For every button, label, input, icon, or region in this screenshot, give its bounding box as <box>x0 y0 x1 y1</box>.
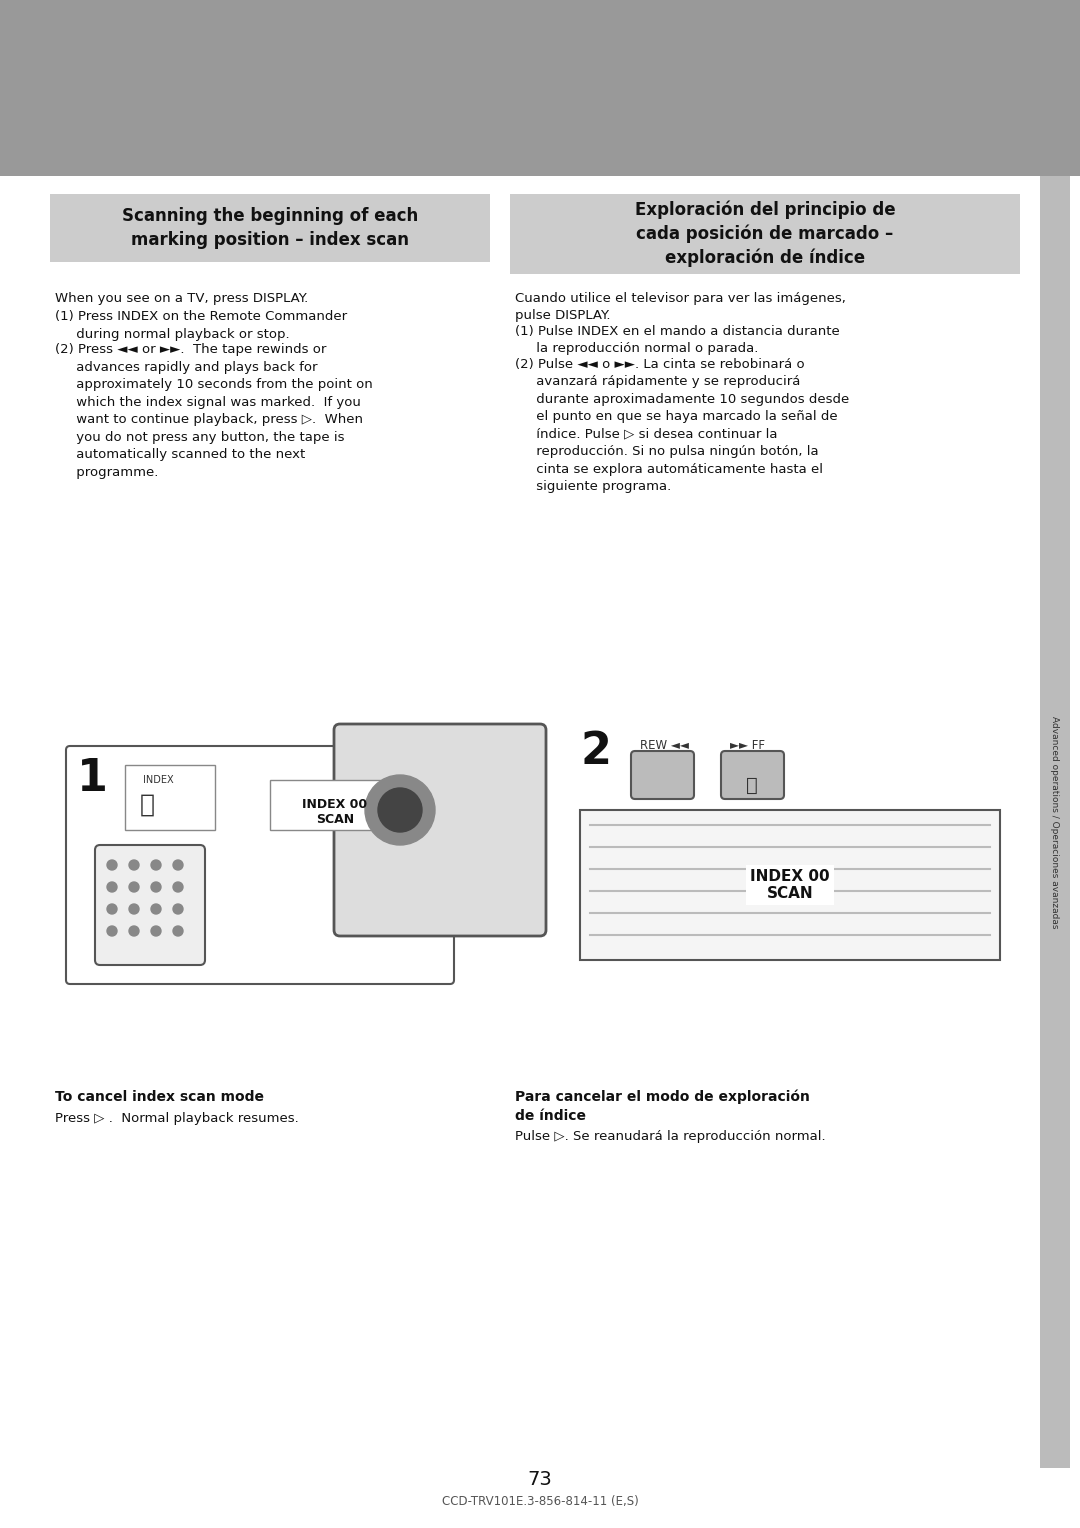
Circle shape <box>107 926 117 937</box>
FancyBboxPatch shape <box>580 810 1000 960</box>
Circle shape <box>173 905 183 914</box>
FancyBboxPatch shape <box>631 750 694 799</box>
Circle shape <box>151 905 161 914</box>
Circle shape <box>129 860 139 869</box>
Circle shape <box>107 860 117 869</box>
Circle shape <box>173 882 183 892</box>
Text: 73: 73 <box>528 1470 552 1488</box>
Circle shape <box>129 926 139 937</box>
Text: (1) Press INDEX on the Remote Commander
     during normal playback or stop.: (1) Press INDEX on the Remote Commander … <box>55 310 347 341</box>
FancyBboxPatch shape <box>50 194 490 261</box>
Circle shape <box>107 905 117 914</box>
Text: INDEX: INDEX <box>143 775 174 785</box>
Text: INDEX 00
SCAN: INDEX 00 SCAN <box>751 869 829 902</box>
Text: Cuando utilice el televisor para ver las imágenes,
pulse DISPLAY.: Cuando utilice el televisor para ver las… <box>515 292 846 322</box>
Circle shape <box>151 926 161 937</box>
Circle shape <box>378 788 422 833</box>
Text: INDEX 00
SCAN: INDEX 00 SCAN <box>302 798 367 827</box>
Text: To cancel index scan mode: To cancel index scan mode <box>55 1089 264 1105</box>
Circle shape <box>365 775 435 845</box>
Text: Advanced operations / Operaciones avanzadas: Advanced operations / Operaciones avanza… <box>1051 715 1059 927</box>
Text: ►► FF: ►► FF <box>730 738 765 752</box>
Circle shape <box>151 860 161 869</box>
Circle shape <box>151 882 161 892</box>
FancyBboxPatch shape <box>0 0 1080 176</box>
Text: 1: 1 <box>77 756 108 799</box>
Text: 2: 2 <box>580 730 611 773</box>
FancyBboxPatch shape <box>95 845 205 966</box>
Text: 👆: 👆 <box>746 776 758 795</box>
FancyBboxPatch shape <box>66 746 454 984</box>
FancyBboxPatch shape <box>334 724 546 937</box>
Text: (2) Press ◄◄ or ►►.  The tape rewinds or
     advances rapidly and plays back fo: (2) Press ◄◄ or ►►. The tape rewinds or … <box>55 344 373 478</box>
FancyBboxPatch shape <box>125 766 215 830</box>
Text: Para cancelar el modo de exploración
de índice: Para cancelar el modo de exploración de … <box>515 1089 810 1123</box>
Text: Exploración del principio de
cada posición de marcado –
exploración de índice: Exploración del principio de cada posici… <box>635 200 895 267</box>
Circle shape <box>129 882 139 892</box>
Text: When you see on a TV, press DISPLAY.: When you see on a TV, press DISPLAY. <box>55 292 308 304</box>
Circle shape <box>107 882 117 892</box>
Text: REW ◄◄: REW ◄◄ <box>640 738 689 752</box>
FancyBboxPatch shape <box>1040 176 1070 1468</box>
Text: (2) Pulse ◄◄ o ►►. La cinta se rebobinará o
     avanzará rápidamente y se repro: (2) Pulse ◄◄ o ►►. La cinta se rebobinar… <box>515 358 849 494</box>
FancyBboxPatch shape <box>510 194 1020 274</box>
Circle shape <box>173 860 183 869</box>
FancyBboxPatch shape <box>721 750 784 799</box>
FancyBboxPatch shape <box>270 779 400 830</box>
Text: CCD-TRV101E.3-856-814-11 (E,S): CCD-TRV101E.3-856-814-11 (E,S) <box>442 1494 638 1508</box>
Text: 👆: 👆 <box>139 793 154 817</box>
Text: Scanning the beginning of each
marking position – index scan: Scanning the beginning of each marking p… <box>122 206 418 249</box>
Circle shape <box>173 926 183 937</box>
Text: Pulse ▷. Se reanudará la reproducción normal.: Pulse ▷. Se reanudará la reproducción no… <box>515 1131 825 1143</box>
Text: Press ▷ .  Normal playback resumes.: Press ▷ . Normal playback resumes. <box>55 1112 299 1125</box>
Text: (1) Pulse INDEX en el mando a distancia durante
     la reproducción normal o pa: (1) Pulse INDEX en el mando a distancia … <box>515 325 840 354</box>
Circle shape <box>129 905 139 914</box>
